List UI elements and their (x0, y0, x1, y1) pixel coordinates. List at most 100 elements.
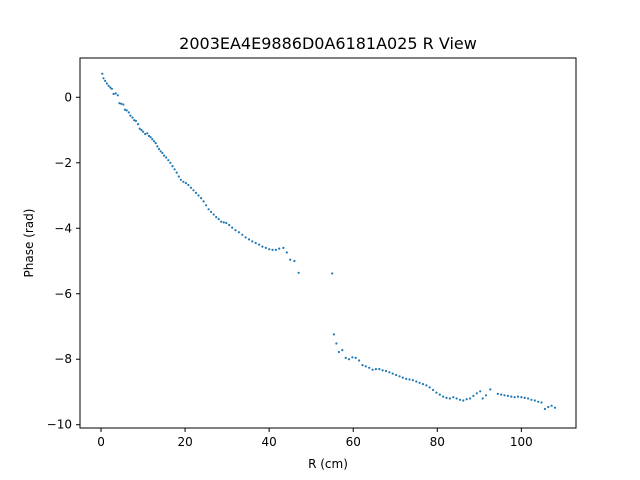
data-point (435, 391, 438, 394)
plot-frame (79, 57, 577, 429)
data-point (109, 86, 112, 89)
data-point (131, 116, 134, 119)
data-point (179, 178, 182, 181)
data-point (364, 365, 367, 368)
data-point (207, 208, 210, 211)
data-point (205, 204, 208, 207)
data-point (154, 142, 157, 145)
data-point (107, 84, 110, 87)
data-point (192, 189, 195, 192)
data-point (177, 175, 180, 178)
data-point (384, 369, 388, 373)
data-point (102, 77, 105, 80)
data-point (261, 245, 264, 248)
data-point (173, 168, 176, 171)
x-tick-label: 0 (97, 435, 105, 449)
data-point (462, 399, 465, 402)
data-point (258, 243, 261, 246)
data-point (212, 213, 215, 216)
data-point (432, 388, 435, 392)
data-point (347, 358, 351, 361)
data-point (215, 216, 218, 219)
y-tick-label: −10 (47, 418, 72, 432)
data-point (503, 394, 506, 397)
data-point (537, 400, 540, 403)
data-point (374, 368, 377, 371)
data-point (411, 379, 414, 382)
data-point (335, 342, 338, 345)
data-point (527, 397, 530, 400)
data-point (550, 404, 553, 407)
data-point (520, 396, 523, 399)
data-point (513, 396, 516, 399)
y-tick-label: −8 (54, 352, 72, 366)
data-point (445, 396, 448, 399)
data-point (156, 145, 159, 148)
data-point (184, 182, 187, 185)
data-point (231, 226, 234, 229)
data-point (418, 381, 421, 384)
y-axis: 0 −2 −4 −6 −8 −10 (47, 90, 80, 432)
data-point (149, 136, 152, 139)
data-point (237, 231, 240, 234)
data-point (120, 102, 123, 105)
data-point (144, 132, 147, 136)
data-point (110, 87, 113, 90)
data-point (368, 366, 371, 369)
data-point (484, 394, 488, 397)
data-point (452, 396, 455, 399)
data-point (293, 259, 296, 263)
data-point (197, 194, 200, 197)
x-tick-label: 100 (510, 435, 533, 449)
data-point (408, 378, 411, 381)
data-point (123, 108, 127, 111)
data-point (116, 94, 119, 97)
data-point (165, 156, 168, 159)
data-point (194, 191, 198, 194)
data-point (543, 407, 547, 411)
data-point (244, 236, 247, 239)
data-point (523, 396, 526, 399)
data-point (127, 111, 130, 114)
data-point (465, 398, 468, 401)
data-point (163, 154, 166, 157)
data-point (167, 159, 170, 162)
data-point (140, 128, 143, 132)
data-point (268, 248, 271, 251)
data-point (455, 397, 458, 400)
data-point (289, 258, 292, 261)
data-point (361, 364, 364, 367)
data-point (220, 220, 223, 223)
data-point (442, 395, 445, 398)
data-point (371, 368, 374, 371)
data-point (516, 395, 520, 398)
data-point (210, 210, 213, 213)
data-point (138, 127, 141, 130)
data-point (136, 123, 140, 126)
data-point (388, 371, 391, 374)
data-point (187, 183, 190, 187)
data-point (547, 405, 550, 409)
data-point (241, 233, 244, 236)
data-point (475, 392, 478, 395)
x-tick-label: 20 (177, 435, 192, 449)
x-axis: 0 20 40 60 80 100 (97, 428, 533, 449)
data-point (271, 248, 274, 251)
data-point (458, 398, 462, 401)
data-points (101, 72, 557, 411)
data-point (428, 386, 431, 389)
data-point (142, 130, 145, 133)
data-point (134, 119, 137, 122)
data-point (254, 241, 257, 245)
data-point (222, 221, 225, 224)
data-point (234, 229, 237, 232)
data-point (506, 394, 509, 397)
data-point (540, 401, 543, 404)
data-point (228, 223, 231, 227)
data-point (101, 72, 104, 75)
y-tick-label: 0 (64, 90, 72, 104)
data-point (202, 200, 205, 203)
data-point (159, 150, 162, 153)
x-tick-label: 60 (346, 435, 361, 449)
data-point (200, 197, 203, 200)
